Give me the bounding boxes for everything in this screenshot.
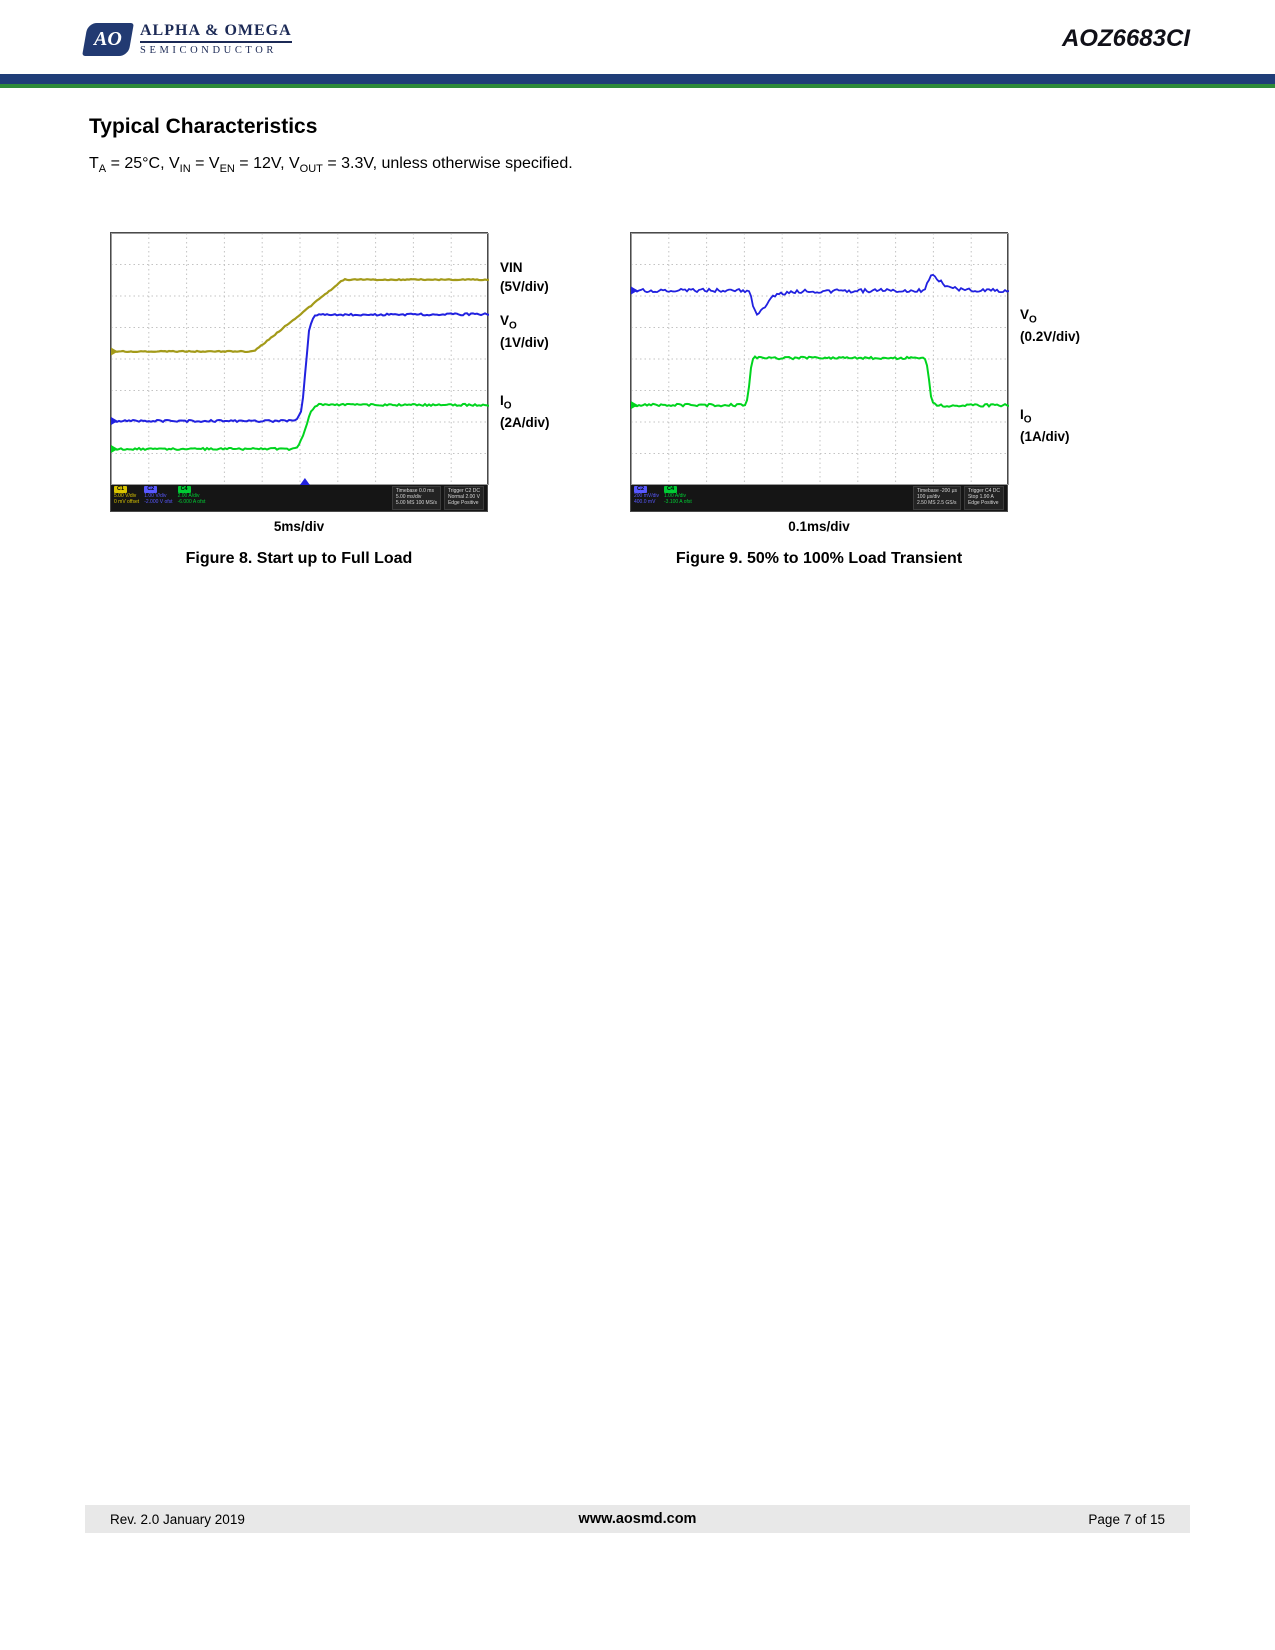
scope-grid-border: [111, 233, 489, 485]
header-rule-blue: [0, 74, 1275, 84]
channel-setting: 200 mV/div: [634, 493, 660, 499]
page-footer: Rev. 2.0 January 2019 www.aosmd.com Page…: [85, 1505, 1190, 1533]
logo-company-subtitle: SEMICONDUCTOR: [140, 45, 278, 56]
logo-company-name: ALPHA & OMEGA: [140, 22, 292, 43]
channel-marker-IO: [631, 401, 638, 410]
channel-marker-IO: [111, 444, 118, 453]
figure-8: C1 5.00 V/div 0 mV offset C2 1.00 V/div -2.00…: [110, 232, 550, 567]
scope-screen: [111, 233, 489, 485]
channel-descriptor-C1: C1 5.00 V/div 0 mV offset: [114, 486, 139, 510]
logo-text: ALPHA & OMEGA SEMICONDUCTOR: [140, 22, 292, 56]
timebase-label: 5ms/div: [273, 519, 325, 534]
figure-9: C2 200 mV/div 400.0 mV C4 1.00 A/div -3.100 A…: [630, 232, 1080, 567]
channel-setting: 0 mV offset: [114, 499, 140, 505]
trigger-panel: Trigger C4 DC Stop 1.90 A Edge Positive: [963, 486, 1004, 510]
channel-setting: -6.000 A ofst: [177, 499, 206, 505]
channel-setting: 1.00 V/div: [144, 493, 167, 499]
channel-setting: 5.00 V/div: [114, 493, 137, 499]
figure-caption: Figure 9. 50% to 100% Load Transient: [675, 550, 963, 567]
trace-VIN: [111, 277, 489, 354]
scope-grid-border: [631, 233, 1009, 485]
channel-marker-VO: [631, 286, 638, 295]
channel-marker-VIN: [111, 347, 118, 356]
section-title: Typical Characteristics: [89, 115, 318, 138]
footer-revision: Rev. 2.0 January 2019: [110, 1511, 245, 1527]
scope-screen: [631, 233, 1009, 485]
timebase-setting: 2.50 MS 2.5 GS/s: [917, 500, 957, 506]
timebase-setting: Timebase 0.0 ms: [395, 488, 434, 494]
channel-tag: C2: [634, 486, 648, 493]
trace-VO: [631, 273, 1009, 317]
channel-descriptor-C2: C2 1.00 V/div -2.000 V ofst: [144, 486, 173, 510]
trigger-setting: Stop 1.90 A: [967, 494, 994, 500]
timebase-setting: 5.00 ms/div: [395, 494, 422, 500]
trigger-setting: Normal 2.00 V: [447, 494, 480, 500]
trace-VO: [111, 312, 489, 424]
figure-caption: Figure 8. Start up to Full Load: [185, 550, 413, 567]
channel-descriptor-C4: C4 2.00 A/div -6.000 A ofst: [177, 486, 206, 510]
trace-label: IO (1A/div): [1020, 407, 1070, 444]
channel-setting: 2.00 A/div: [177, 493, 200, 499]
channel-setting: -3.100 A ofst: [664, 499, 692, 505]
company-logo: AO ALPHA & OMEGA SEMICONDUCTOR: [82, 22, 292, 56]
infobar-channels: C2 200 mV/div 400.0 mV C4 1.00 A/div -3.100 A…: [634, 486, 692, 510]
channel-setting: 400.0 mV: [634, 499, 656, 505]
trace-label: VIN (5V/div): [500, 260, 549, 294]
channel-marker-VO: [111, 416, 118, 425]
trace-label: VO (1V/div): [500, 313, 549, 350]
channel-tag: C1: [114, 486, 128, 493]
footer-url: www.aosmd.com: [578, 1511, 697, 1527]
trigger-setting: Trigger C4 DC: [967, 488, 1000, 494]
scope-waveform-svg: [111, 233, 489, 485]
test-conditions: TA = 25°C, VIN = VEN = 12V, VOUT = 3.3V,…: [89, 155, 573, 176]
channel-tag: C2: [144, 486, 158, 493]
trigger-setting: Edge Positive: [447, 500, 479, 506]
part-number: AOZ6683CI: [1061, 25, 1190, 52]
header-rule-green: [0, 84, 1275, 88]
channel-descriptor-C2: C2 200 mV/div 400.0 mV: [634, 486, 659, 510]
timebase-setting: Timebase -200 μs: [917, 488, 957, 494]
channel-tag: C4: [177, 486, 191, 493]
oscilloscope-capture: C1 5.00 V/div 0 mV offset C2 1.00 V/div -2.00…: [110, 232, 489, 512]
timebase-panel: Timebase -200 μs 100 μs/div 2.50 MS 2.5 GS…: [913, 486, 961, 510]
scope-waveform-svg: [631, 233, 1009, 485]
figures-row: C1 5.00 V/div 0 mV offset C2 1.00 V/div -2.00…: [85, 232, 1190, 597]
scope-infobar: C1 5.00 V/div 0 mV offset C2 1.00 V/div -2.00…: [111, 485, 487, 511]
timebase-label: 0.1ms/div: [788, 519, 850, 534]
trigger-marker: [299, 478, 310, 485]
oscilloscope-capture: C2 200 mV/div 400.0 mV C4 1.00 A/div -3.100 A…: [630, 232, 1009, 512]
logo-mark-icon: AO: [82, 22, 134, 56]
channel-setting: -2.000 V ofst: [144, 499, 173, 505]
timebase-setting: 100 μs/div: [917, 494, 940, 500]
infobar-channels: C1 5.00 V/div 0 mV offset C2 1.00 V/div -2.00…: [114, 486, 205, 510]
trace-label: VO (0.2V/div): [1020, 307, 1081, 344]
trace-label: IO (2A/div): [500, 393, 550, 430]
trigger-setting: Edge Positive: [967, 500, 999, 506]
footer-page-number: Page 7 of 15: [1088, 1511, 1165, 1527]
trigger-panel: Trigger C2 DC Normal 2.00 V Edge Positive: [443, 486, 484, 510]
trace-IO: [631, 355, 1009, 408]
channel-descriptor-C4: C4 1.00 A/div -3.100 A ofst: [664, 486, 692, 510]
scope-infobar: C2 200 mV/div 400.0 mV C4 1.00 A/div -3.100 A…: [631, 485, 1007, 511]
infobar-right: Timebase 0.0 ms 5.00 ms/div 5.00 MS 100 MS…: [391, 486, 484, 510]
timebase-setting: 5.00 MS 100 MS/s: [395, 500, 437, 506]
infobar-right: Timebase -200 μs 100 μs/div 2.50 MS 2.5 GS…: [913, 486, 1004, 510]
channel-setting: 1.00 A/div: [664, 493, 686, 499]
channel-tag: C4: [664, 486, 678, 493]
page-header: AO ALPHA & OMEGA SEMICONDUCTOR AOZ6683CI: [82, 22, 1190, 56]
timebase-panel: Timebase 0.0 ms 5.00 ms/div 5.00 MS 100 MS…: [391, 486, 441, 510]
trigger-setting: Trigger C2 DC: [447, 488, 480, 494]
logo-mark-letters: AO: [94, 27, 122, 50]
trace-IO: [111, 402, 489, 452]
scope-grid: [111, 233, 489, 485]
